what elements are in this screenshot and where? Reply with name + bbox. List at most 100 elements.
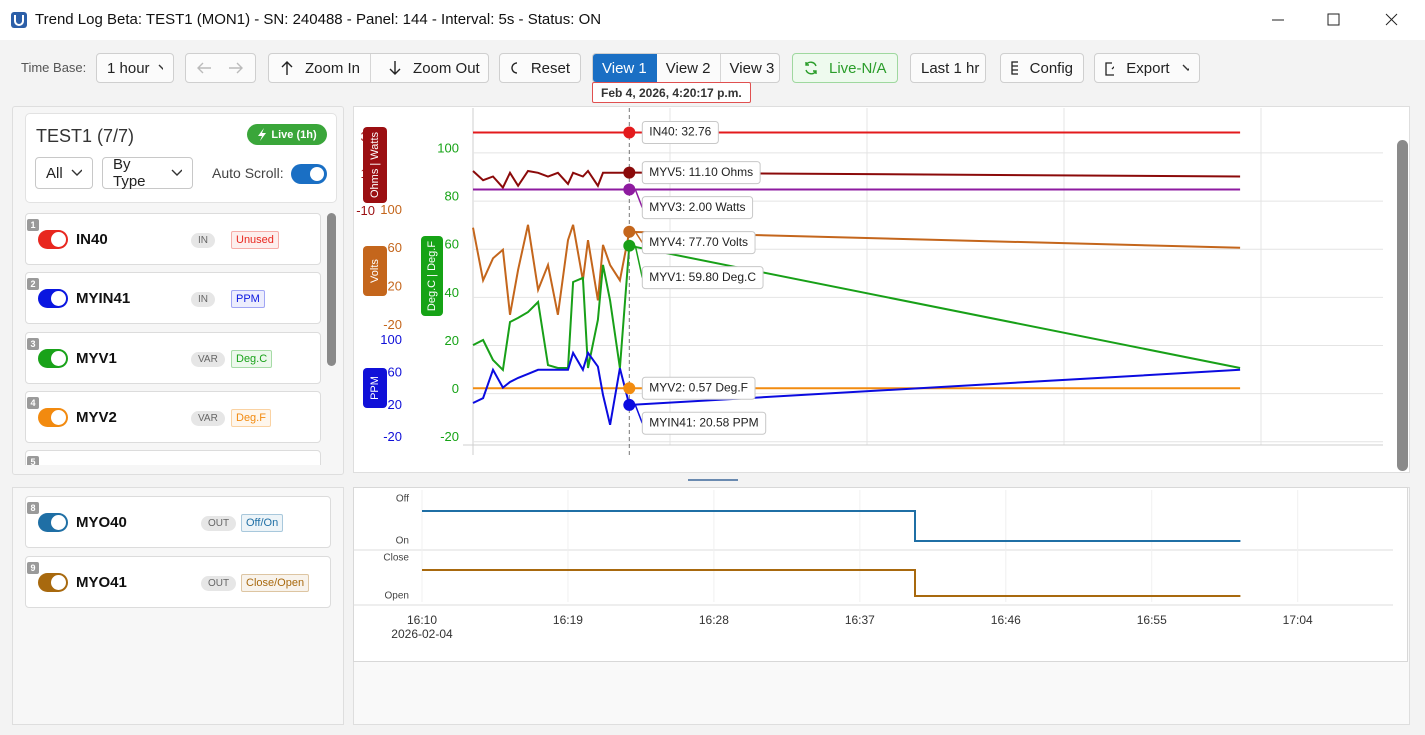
nav-buttons[interactable] [185, 53, 256, 83]
series-item[interactable]: 1 IN40 IN Unused [25, 213, 321, 265]
filter-dropdown[interactable]: All [35, 157, 93, 189]
chart-scrollbar[interactable] [1397, 140, 1408, 471]
series-line [472, 169, 1241, 190]
series-item[interactable]: 2 MYIN41 IN PPM [25, 272, 321, 324]
zoom-out-label: Zoom Out [413, 59, 480, 77]
item-number: 5 [27, 456, 39, 465]
series-item[interactable]: 8 MYO40 OUT Off/On [25, 496, 331, 548]
y-tick-label: 60 [388, 240, 402, 255]
time-base-value: 1 hour [107, 59, 150, 77]
step-line [422, 510, 1241, 542]
item-kind: VAR [191, 411, 225, 426]
item-name: MYIN41 [76, 290, 131, 307]
item-kind: VAR [191, 352, 225, 367]
axis-label: Deg.C | Deg.F [426, 241, 438, 311]
forward-icon [229, 62, 243, 74]
y-tick-label: On [396, 536, 409, 547]
chevron [71, 169, 82, 176]
window-controls[interactable] [1260, 8, 1410, 32]
item-toggle[interactable] [38, 349, 68, 368]
item-toggle[interactable] [38, 408, 68, 427]
filter-value: All [46, 164, 63, 182]
zoom-in-button[interactable]: Zoom In [269, 54, 372, 82]
cursor-label: IN40: 32.76 [649, 125, 711, 139]
series-line [472, 224, 1241, 315]
panel-title: TEST1 (7/7) [36, 126, 135, 146]
cursor-marker [623, 126, 636, 139]
y-tick-label: 20 [388, 278, 402, 293]
axis-label: PPM [369, 376, 381, 400]
cursor-time: Feb 4, 2026, 4:20:17 p.m. [592, 82, 751, 103]
reset-button[interactable]: Reset [499, 53, 581, 83]
item-toggle[interactable] [38, 230, 68, 249]
item-kind: OUT [201, 516, 237, 531]
live-badge: Live (1h) [247, 124, 327, 145]
item-toggle[interactable] [38, 289, 68, 308]
splitter[interactable] [688, 479, 738, 481]
toggle-knob [51, 575, 66, 590]
last-hour-label: Last 1 hr [921, 59, 980, 77]
config-label: Config [1029, 59, 1073, 77]
analog-list: 1 IN40 IN Unused 2 MYIN41 IN PPM 3 MYV1 VAR Deg.C 4 M… [25, 213, 325, 465]
series-line [472, 350, 1241, 426]
list-scrollbar[interactable] [327, 213, 336, 366]
export-label: Export [1126, 59, 1170, 77]
axis-label-box [421, 236, 443, 316]
item-number: 1 [27, 219, 39, 231]
live-button[interactable]: Live-N/A [792, 53, 898, 83]
back-icon [197, 62, 211, 74]
item-kind: OUT [201, 576, 237, 591]
digital-list: 8 MYO40 OUT Off/On 9 MYO41 OUT Close/Open [25, 496, 335, 616]
y-tick-label: 20 [445, 333, 459, 348]
cursor-label: MYV2: 0.57 Deg.F [649, 380, 748, 394]
config-button[interactable]: Config [1000, 53, 1084, 83]
view-tab[interactable]: View 3 [721, 54, 779, 82]
auto-scroll-toggle[interactable] [291, 164, 327, 184]
cursor-label-box [641, 161, 761, 185]
x-tick-label: 16:46 [991, 613, 1021, 627]
item-name: MYO40 [76, 514, 127, 531]
y-tick-label: 0 [452, 381, 459, 396]
cursor-label: MYV3: 2.00 Watts [649, 200, 745, 214]
up-icon [281, 61, 293, 75]
time-base-dropdown[interactable]: 1 hour [96, 53, 174, 83]
series-item[interactable]: 3 MYV1 VAR Deg.C [25, 332, 321, 384]
series-item[interactable]: 9 MYO41 OUT Close/Open [25, 556, 331, 608]
item-unit: Close/Open [241, 574, 310, 592]
item-name: IN40 [76, 231, 108, 248]
item-name: MYO41 [76, 574, 127, 591]
series-item[interactable]: 5 [25, 450, 321, 465]
export-button[interactable]: Export [1094, 53, 1200, 83]
view-tab[interactable]: View 1 [593, 54, 657, 82]
series-item[interactable]: 4 MYV2 VAR Deg.F [25, 391, 321, 443]
y-tick-label: Close [383, 553, 409, 564]
item-number: 8 [27, 502, 39, 514]
y-tick-label: 40 [445, 285, 459, 300]
item-toggle[interactable] [38, 573, 68, 592]
cursor-marker [623, 166, 636, 179]
cursor-marker [623, 382, 636, 395]
cursor-label-box [641, 376, 756, 400]
x-tick-label: 16:37 [845, 613, 875, 627]
item-number: 2 [27, 278, 39, 290]
cursor-label: MYV5: 11.10 Ohms [649, 165, 753, 179]
last-hour-button[interactable]: Last 1 hr [910, 53, 986, 83]
item-number: 9 [27, 562, 39, 574]
bolt-icon [258, 128, 267, 141]
view-tab[interactable]: View 2 [657, 54, 721, 82]
y-tick-label: 100 [437, 140, 459, 155]
panel-header: TEST1 (7/7) Live (1h) All By Type Auto S… [25, 113, 337, 203]
cursor-label-box [641, 266, 764, 290]
sort-dropdown[interactable]: By Type [102, 156, 193, 190]
item-name: MYV2 [76, 409, 117, 426]
label-connector [634, 231, 643, 244]
label-connector [634, 404, 644, 424]
item-toggle[interactable] [38, 513, 68, 532]
live-label: Live-N/A [829, 59, 887, 77]
cursor-label-box [641, 121, 719, 145]
live-icon [805, 61, 817, 75]
item-number: 4 [27, 397, 39, 409]
cursor-marker [623, 183, 636, 196]
axis-label-box [363, 246, 387, 296]
zoom-out-button[interactable]: Zoom Out [379, 54, 488, 82]
